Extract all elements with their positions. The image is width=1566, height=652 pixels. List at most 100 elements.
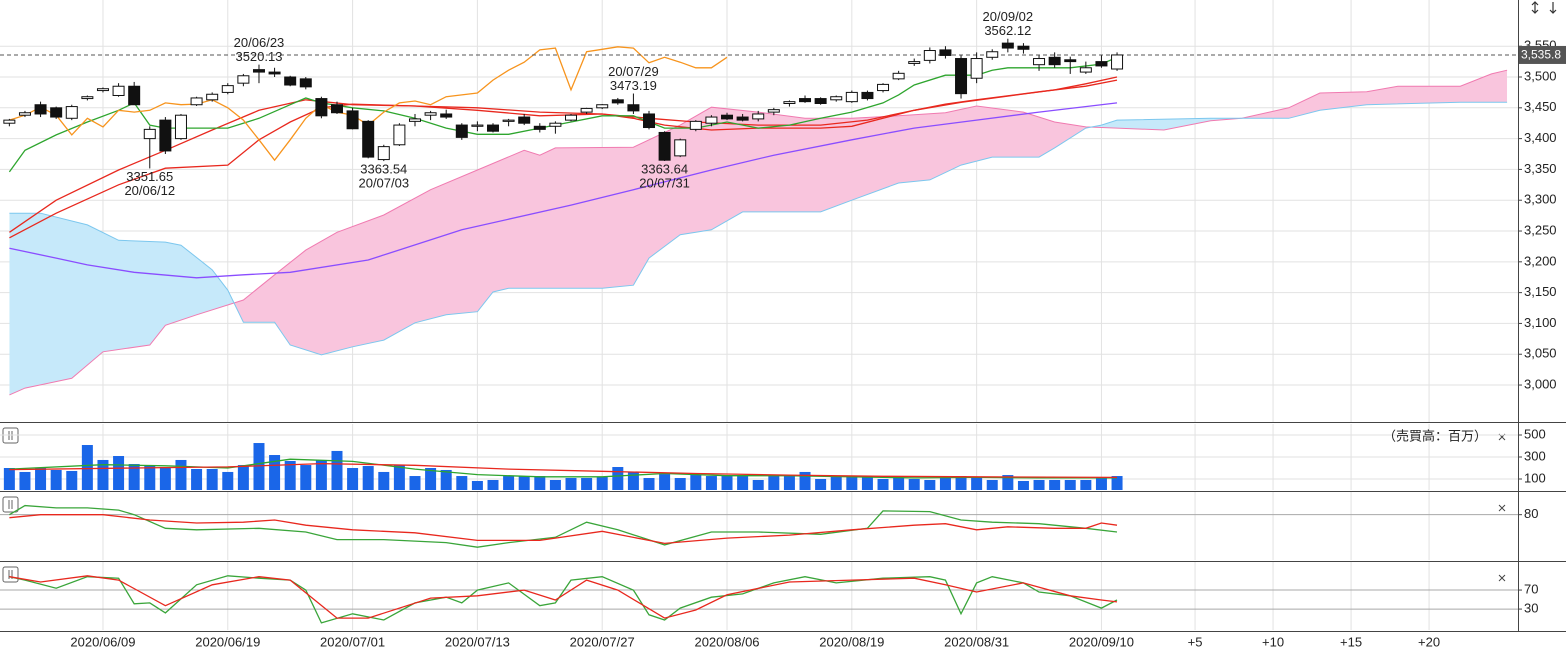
candle-body: [377, 146, 390, 161]
candle-body: [955, 58, 968, 95]
y-tick-label: 300: [1524, 448, 1546, 463]
candle-body: [830, 96, 843, 101]
oscillator-line: [9, 575, 1118, 624]
y-tick-label: 3,150: [1524, 284, 1557, 299]
annotation-value: 3363.54: [360, 162, 407, 177]
candle-body: [877, 83, 890, 92]
volume-bar: [409, 476, 421, 490]
candle-body: [721, 114, 734, 120]
volume-bar: [612, 467, 624, 490]
panel-handle[interactable]: [2, 496, 19, 513]
volume-bar: [113, 456, 125, 490]
y-tick-label: 30: [1524, 601, 1538, 616]
x-tick-label: 2020/07/27: [570, 634, 635, 649]
candle-body: [1064, 59, 1077, 63]
panel-borders: [0, 0, 1566, 632]
candle-body: [518, 116, 531, 124]
volume-bar: [237, 465, 249, 490]
volume-bar: [284, 460, 296, 490]
candle-body: [252, 69, 265, 73]
y-tick-label: 3,500: [1524, 68, 1557, 83]
candle-body: [814, 98, 827, 104]
volume-bar: [815, 479, 827, 490]
annotation-date: 20/07/29: [608, 64, 659, 79]
volume-bar: [596, 477, 608, 490]
candle-body: [237, 75, 250, 84]
candle-body: [643, 113, 656, 129]
volume-bar: [737, 475, 749, 490]
candle-body: [611, 99, 624, 104]
y-tick-label: 500: [1524, 426, 1546, 441]
candle-body: [1001, 42, 1014, 49]
volume-bar: [939, 478, 951, 490]
panel-handle[interactable]: [2, 566, 19, 583]
volume-bar: [1049, 479, 1061, 490]
volume-bar: [487, 479, 499, 490]
volume-bar: [752, 479, 764, 490]
candle-body: [268, 71, 281, 75]
candle-body: [18, 112, 31, 116]
candle-body: [408, 118, 421, 122]
volume-bar: [643, 478, 655, 490]
volume-bar: [690, 475, 702, 490]
volume-bar: [908, 479, 920, 490]
candle-body: [81, 96, 94, 100]
panel: [0, 562, 1518, 630]
candle-body: [783, 101, 796, 104]
candle-body: [206, 93, 219, 101]
candle-body: [424, 112, 437, 116]
volume-bar: [955, 476, 967, 490]
volume-bar: [347, 468, 359, 490]
volume-bar: [1111, 476, 1123, 490]
candle-body: [440, 113, 453, 118]
candle-body: [705, 116, 718, 124]
candle-body: [1079, 67, 1092, 73]
candle-body: [34, 104, 47, 115]
candle-body: [986, 51, 999, 58]
close-button[interactable]: [1498, 504, 1506, 512]
candle-body: [143, 128, 156, 140]
expand-button[interactable]: [1531, 1, 1539, 14]
candle-body: [923, 50, 936, 61]
volume-bar: [518, 476, 530, 490]
volume-bar: [1017, 480, 1029, 490]
candle-body: [674, 139, 687, 157]
candle-body: [596, 104, 609, 109]
y-tick-label: 100: [1524, 470, 1546, 485]
close-button[interactable]: [1498, 574, 1506, 582]
x-tick-label: +20: [1418, 634, 1440, 649]
candle-body: [299, 78, 312, 88]
volume-bar: [440, 469, 452, 490]
volume-bar: [315, 459, 327, 490]
x-tick-label: +10: [1262, 634, 1284, 649]
annotation-date: 20/07/31: [639, 175, 690, 190]
candle-body: [112, 85, 125, 96]
volume-average-line: [9, 462, 1118, 479]
volume-bar: [846, 477, 858, 490]
candle-body: [580, 107, 593, 113]
volume-bar: [877, 479, 889, 490]
annotation-value: 3562.12: [984, 23, 1031, 38]
annotation-value: 3351.65: [126, 169, 173, 184]
volume-bar: [253, 443, 265, 490]
close-buttons[interactable]: [1498, 433, 1506, 582]
span-a-line: [9, 69, 1508, 396]
indicator-line: [9, 102, 1118, 279]
oscillator-line: [9, 514, 1118, 545]
candle-body: [565, 114, 578, 121]
volume-bar: [3, 468, 15, 490]
candle-body: [3, 119, 16, 124]
volume-bar: [378, 471, 390, 490]
volume-bar: [581, 478, 593, 490]
y-tick-label: 3,000: [1524, 376, 1557, 391]
indicator-line: [9, 76, 1118, 233]
scale-buttons[interactable]: [1531, 1, 1557, 14]
candle-body: [908, 61, 921, 64]
candle-body: [736, 116, 749, 121]
volume-bar: [534, 476, 546, 490]
volume-bar: [222, 471, 234, 490]
volume-bar: [830, 477, 842, 490]
down-button[interactable]: [1549, 2, 1557, 14]
candle-body: [393, 124, 406, 146]
candle-body: [174, 114, 187, 140]
